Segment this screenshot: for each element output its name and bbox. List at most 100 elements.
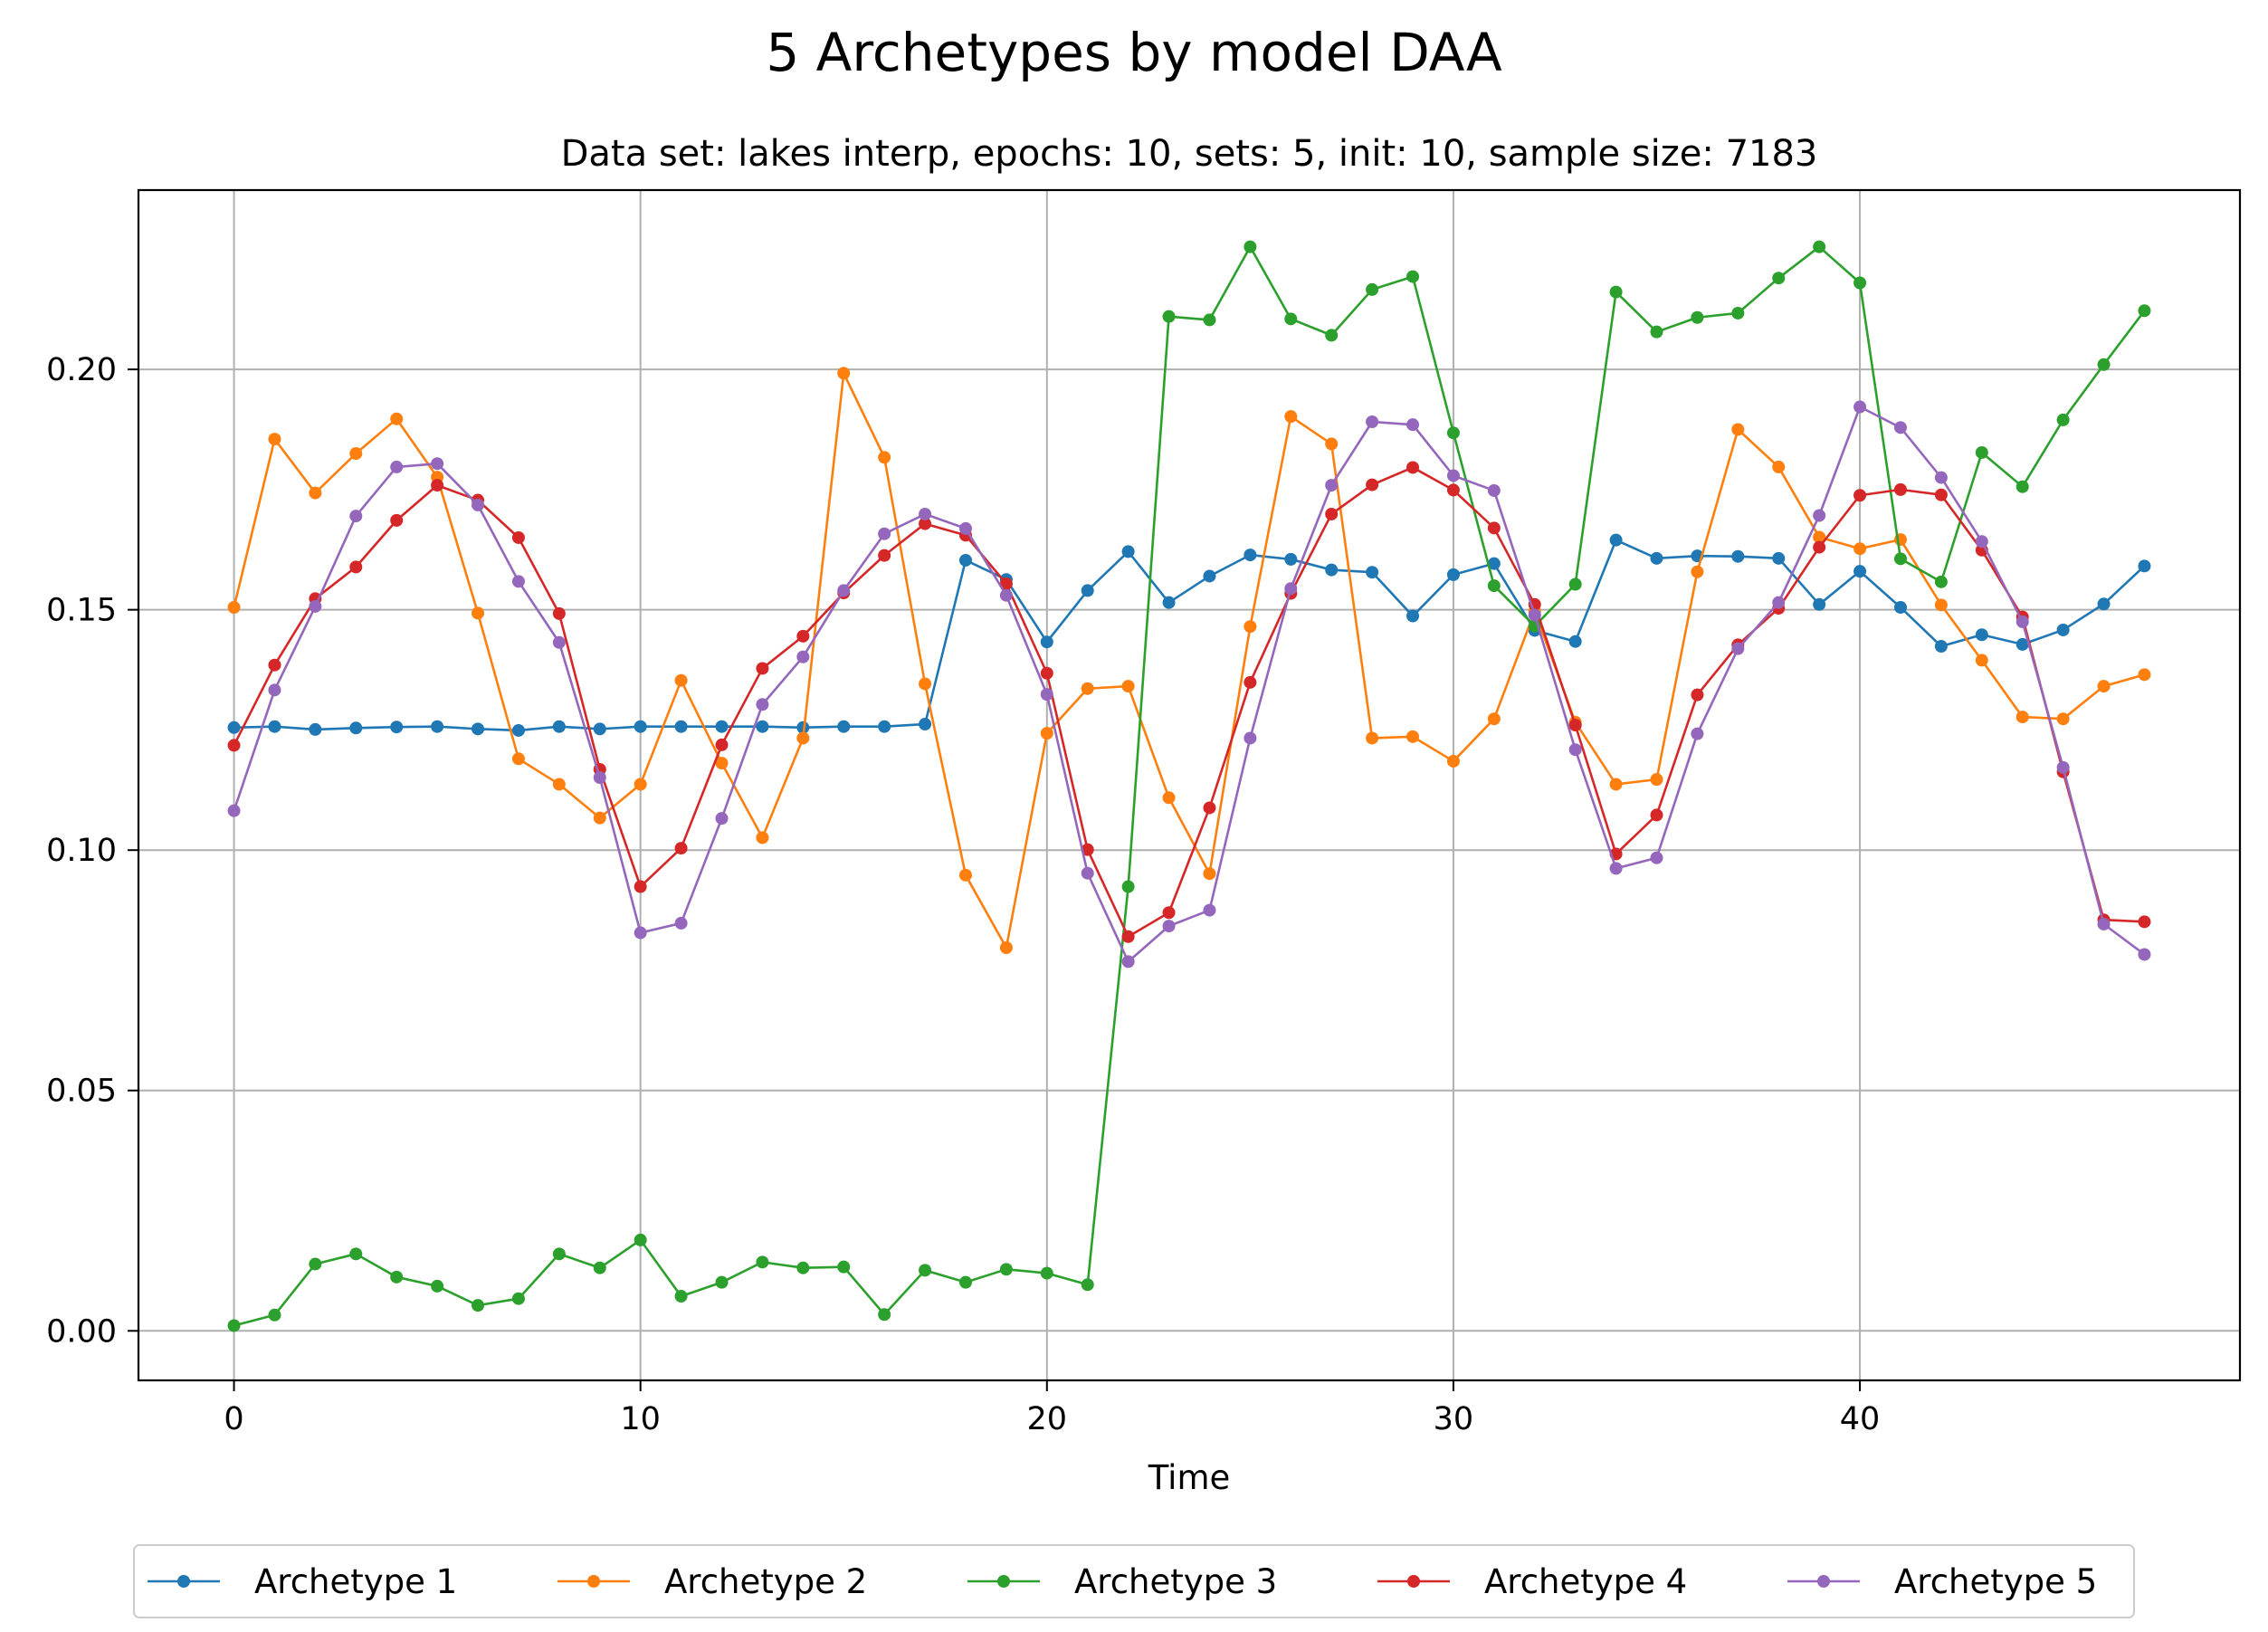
series-group (227, 240, 2151, 1332)
chart-subtitle: Data set: lakes interp, epochs: 10, sets… (561, 133, 1818, 175)
archetype-5-point (756, 698, 769, 711)
archetype-2-point (2138, 668, 2151, 682)
archetype-5-point (958, 521, 972, 535)
archetype-5-line (233, 406, 2146, 963)
legend-frame (133, 1544, 2135, 1618)
archetype-5-point (1934, 471, 1948, 484)
archetype-3-point (1121, 880, 1135, 893)
archetype-1-point (715, 720, 729, 733)
archetype-3-point (1446, 426, 1460, 440)
archetype-4-point (1446, 483, 1460, 497)
archetype-5-point (999, 588, 1013, 602)
archetype-1-point (2138, 559, 2151, 573)
archetype-5-point (1487, 483, 1501, 497)
archetype-2-point (1162, 791, 1176, 805)
archetype-2-point (837, 367, 851, 380)
archetype-5-point (309, 599, 322, 613)
archetype-5-point (1325, 479, 1339, 492)
y-tick-label: 0.10 (46, 833, 117, 869)
archetype-2-point (472, 606, 485, 620)
archetype-1-point (349, 721, 363, 735)
archetype-2-point (1691, 565, 1704, 578)
archetype-3-point (309, 1257, 322, 1271)
archetype-1-point (593, 722, 606, 736)
archetype-5-point (1040, 688, 1053, 701)
archetype-2-point (756, 831, 769, 845)
archetype-5-point (2056, 760, 2070, 774)
archetype-5-point (1528, 608, 1541, 622)
archetype-3-point (1325, 329, 1339, 342)
archetype-4-point (390, 513, 404, 527)
archetype-2-point (1934, 598, 1948, 612)
archetype-3-point (227, 1319, 241, 1332)
archetype-3-point (1731, 306, 1745, 320)
archetype-1-point (1325, 563, 1339, 577)
archetype-4-point (756, 662, 769, 675)
archetype-5-point (1568, 743, 1582, 757)
archetype-3-point (1040, 1266, 1053, 1280)
x-tick-label: 30 (1434, 1401, 1474, 1437)
x-tick-label: 40 (1840, 1401, 1881, 1437)
archetype-2-point (1731, 423, 1745, 436)
archetype-1-point (1406, 609, 1420, 623)
archetype-3-point (1934, 575, 1948, 588)
archetype-5-point (349, 510, 363, 523)
y-tick-label: 0.20 (46, 352, 117, 388)
legend-swatch-marker (177, 1575, 190, 1588)
archetype-3-point (593, 1261, 606, 1274)
archetype-2-point (1284, 410, 1298, 424)
archetype-1-point (1650, 551, 1663, 565)
archetype-5-point (227, 804, 241, 817)
archetype-4-point (1244, 675, 1257, 689)
archetype-2-point (1487, 712, 1501, 726)
plot-area-frame (137, 188, 2242, 1382)
archetype-2-point (227, 600, 241, 614)
legend-swatch-marker (1817, 1575, 1830, 1588)
archetype-3-point (349, 1247, 363, 1261)
archetype-2-point (1406, 730, 1420, 743)
archetype-2-point (390, 412, 404, 425)
archetype-3-point (472, 1299, 485, 1312)
legend-label: Archetype 5 (1894, 1562, 2097, 1601)
archetype-3-point (756, 1255, 769, 1269)
archetype-3-point (919, 1264, 932, 1277)
archetype-5-point (1772, 596, 1786, 609)
legend-item-archetype-4: Archetype 4 (1377, 1562, 1687, 1601)
legend: Archetype 1 Archetype 2 Archetype 3 Archety… (133, 1544, 2135, 1618)
archetype-2-point (958, 868, 972, 882)
archetype-4-point (1325, 507, 1339, 520)
archetype-1-point (2015, 637, 2029, 651)
archetype-3-series (227, 240, 2151, 1332)
x-tick-label: 0 (224, 1401, 243, 1437)
archetype-5-point (2015, 615, 2029, 628)
archetype-2-point (552, 778, 566, 791)
archetype-4-point (1081, 843, 1094, 856)
archetype-5-point (1162, 920, 1176, 933)
archetype-4-point (431, 479, 444, 492)
archetype-3-point (1162, 310, 1176, 323)
archetype-2-point (1853, 542, 1867, 556)
y-tick-label: 0.05 (46, 1074, 117, 1110)
chart-title: 5 Archetypes by model DAA (766, 22, 1502, 83)
archetype-5-point (1121, 955, 1135, 969)
archetype-4-point (268, 658, 281, 672)
archetype-2-point (593, 811, 606, 825)
archetype-1-point (472, 722, 485, 736)
grid (138, 190, 2240, 1380)
archetype-5-point (472, 498, 485, 511)
legend-label: Archetype 4 (1484, 1562, 1687, 1601)
archetype-4-point (1650, 808, 1663, 822)
archetype-4-point (1813, 540, 1826, 554)
archetype-3-point (1691, 310, 1704, 324)
archetype-3-line (233, 245, 2146, 1327)
legend-label: Archetype 1 (254, 1562, 457, 1601)
archetype-4-point (674, 842, 688, 855)
x-tick-label: 10 (620, 1401, 661, 1437)
archetype-3-point (2015, 480, 2029, 493)
archetype-3-point (1772, 272, 1786, 285)
archetype-2-point (1081, 682, 1094, 695)
archetype-5-point (1813, 509, 1826, 522)
archetype-1-point (1934, 640, 1948, 654)
axis-ticks: 0 10 20 30 40 0.00 0.05 0.10 0.15 0.20 (46, 352, 1880, 1437)
